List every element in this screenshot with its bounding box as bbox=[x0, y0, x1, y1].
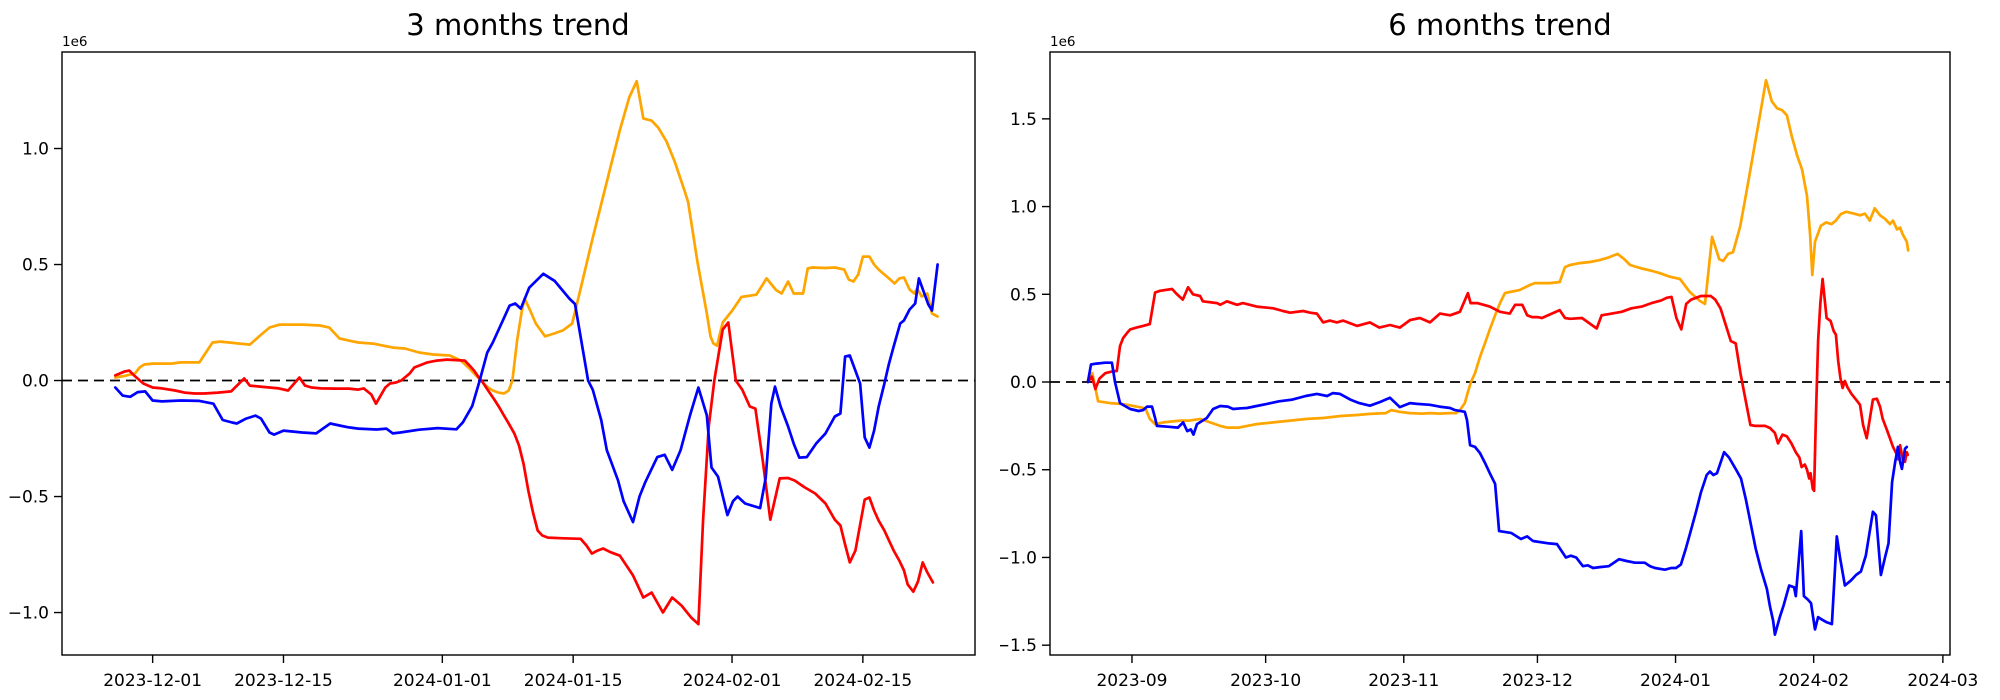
y-tick-label: −0.5 bbox=[1000, 461, 1037, 481]
x-tick-label: 2024-01 bbox=[1640, 671, 1711, 691]
series-line-blue bbox=[1086, 361, 1909, 636]
plot-area-right: −1.5 −1.0 −0.5 0.0 0.5 1.0 1.5 2023-09 2023-10 20… bbox=[1000, 51, 1978, 691]
series-line-orange bbox=[1086, 78, 1910, 429]
y-tick-label: 1.5 bbox=[1010, 110, 1037, 130]
series-line-blue bbox=[113, 263, 939, 524]
x-tick-label: 2024-02-15 bbox=[813, 671, 912, 691]
series-line-red bbox=[1086, 277, 1910, 493]
x-tick-label: 2023-11 bbox=[1368, 671, 1439, 691]
series-line-red bbox=[113, 321, 935, 626]
axes-frame bbox=[61, 51, 976, 656]
x-tick-label: 2024-02 bbox=[1778, 671, 1849, 691]
x-tick-label: 2023-12-15 bbox=[234, 671, 333, 691]
chart-title-left: 3 months trend bbox=[406, 8, 629, 42]
y-tick-label: −1.0 bbox=[1000, 548, 1037, 568]
y-tick-label: 0.5 bbox=[22, 256, 49, 276]
chart-title-right: 6 months trend bbox=[1388, 8, 1611, 42]
x-tick-label: 2023-12-01 bbox=[103, 671, 202, 691]
y-tick-label: 1.0 bbox=[1010, 198, 1037, 218]
y-tick-label: 0.0 bbox=[22, 372, 49, 392]
y-tick-label: −1.5 bbox=[1000, 636, 1037, 656]
x-tick-label: 2024-03 bbox=[1907, 671, 1978, 691]
y-tick-label: 0.0 bbox=[1010, 373, 1037, 393]
x-tick-label: 2024-02-01 bbox=[683, 671, 782, 691]
y-tick-label: −1.0 bbox=[8, 604, 49, 624]
x-tick-label: 2024-01-01 bbox=[393, 671, 492, 691]
y-tick-label: −0.5 bbox=[8, 488, 49, 508]
series-line-orange bbox=[113, 79, 939, 395]
chart-3-months-trend: 3 months trend 1e6 −1.0 −0.5 0.0 0.5 1.0 2023… bbox=[8, 8, 976, 691]
x-tick-label: 2023-09 bbox=[1096, 671, 1167, 691]
plot-area-left: −1.0 −0.5 0.0 0.5 1.0 2023-12-01 2023-12-15 202… bbox=[8, 51, 976, 691]
axes-frame bbox=[1049, 51, 1951, 656]
y-axis-offset-label-left: 1e6 bbox=[62, 34, 87, 50]
x-tick-label: 2023-10 bbox=[1230, 671, 1301, 691]
x-tick-label: 2023-12 bbox=[1502, 671, 1573, 691]
x-tick-label: 2024-01-15 bbox=[524, 671, 623, 691]
y-tick-label: 0.5 bbox=[1010, 285, 1037, 305]
y-axis-offset-label-right: 1e6 bbox=[1050, 34, 1075, 50]
y-tick-label: 1.0 bbox=[22, 140, 49, 160]
chart-6-months-trend: 6 months trend 1e6 −1.5 −1.0 −0.5 0.0 0.5 1.0… bbox=[1000, 8, 1978, 691]
